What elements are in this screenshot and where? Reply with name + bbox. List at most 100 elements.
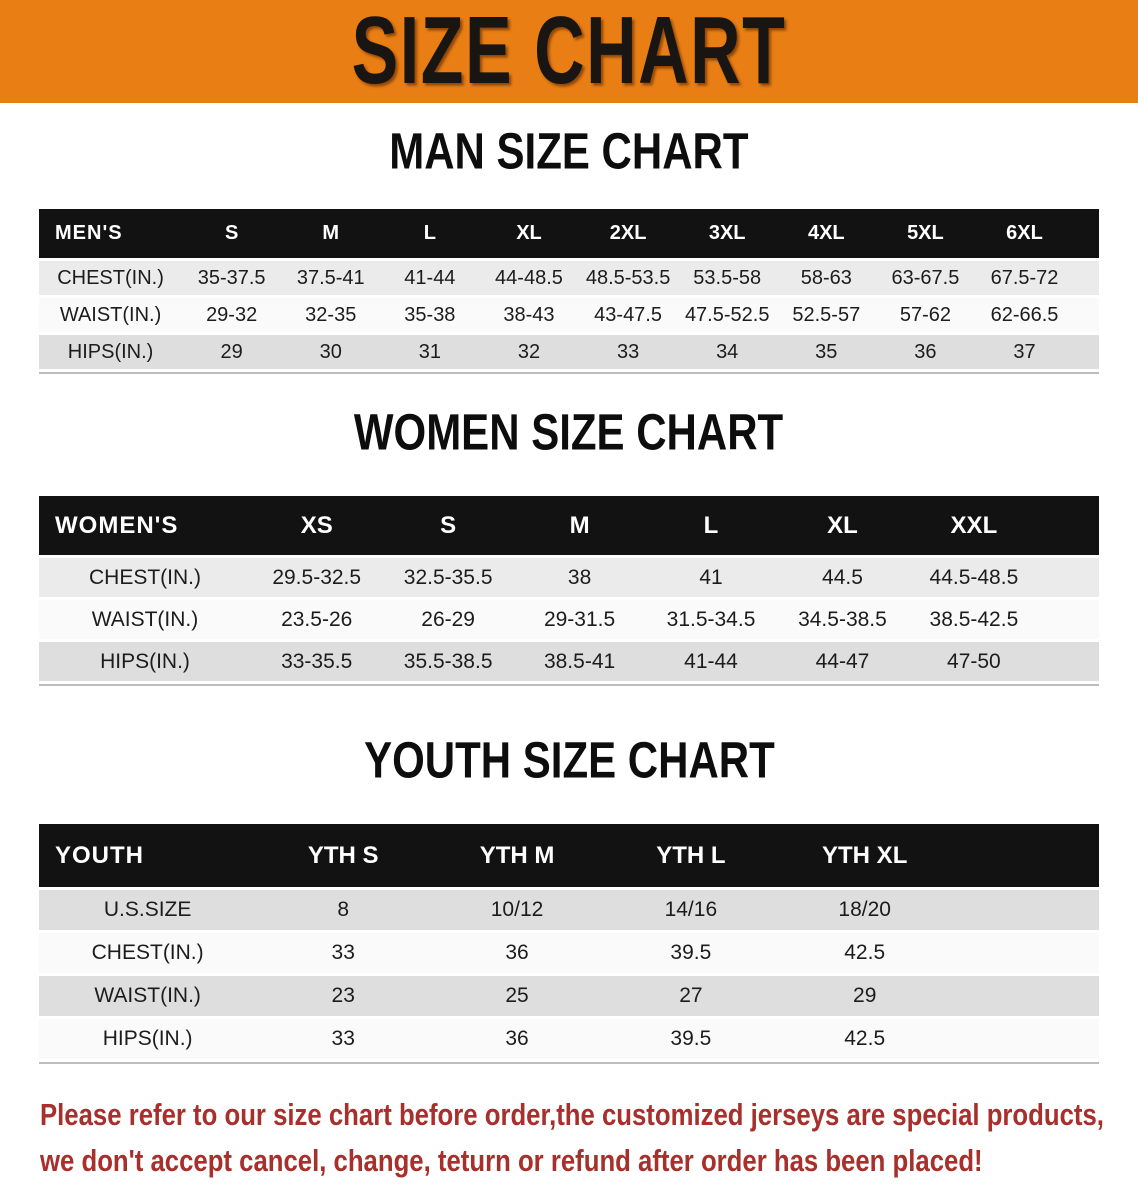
cell-value: 31 (380, 335, 480, 369)
cell-value: 38.5-41 (513, 642, 646, 681)
row-spacer (1074, 261, 1099, 295)
women-size-table: WOMEN'S XS S M L XL XXL CHEST(IN.) 29.5-… (39, 493, 1099, 684)
cell-value: 35.5-38.5 (382, 642, 514, 681)
women-waist-row: WAIST(IN.) 23.5-26 26-29 29-31.5 31.5-34… (39, 600, 1099, 639)
cell-value: 35-37.5 (182, 261, 282, 295)
row-spacer (1074, 298, 1099, 332)
women-chest-row: CHEST(IN.) 29.5-32.5 32.5-35.5 38 41 44.… (39, 558, 1099, 597)
men-size-table-wrap: MEN'S S M L XL 2XL 3XL 4XL 5XL 6XL CHEST… (39, 206, 1099, 374)
women-size-col: S (382, 496, 514, 555)
size-chart-banner: SIZE CHART (0, 0, 1138, 105)
men-section-heading: MAN SIZE CHART (0, 122, 1138, 190)
women-section-heading: WOMEN SIZE CHART (0, 403, 1138, 471)
men-chest-row: CHEST(IN.) 35-37.5 37.5-41 41-44 44-48.5… (39, 261, 1099, 295)
row-label: WAIST(IN.) (39, 298, 183, 332)
row-label: HIPS(IN.) (39, 1019, 257, 1059)
youth-size-table: YOUTH YTH S YTH M YTH L YTH XL U.S.SIZE … (39, 821, 1099, 1062)
cell-value: 53.5-58 (677, 261, 777, 295)
cell-value: 30 (281, 335, 381, 369)
cell-value: 37 (974, 335, 1075, 369)
cell-value: 42.5 (777, 933, 952, 973)
cell-value: 47.5-52.5 (677, 298, 777, 332)
disclaimer-line-2: we don't accept cancel, change, teturn o… (40, 1143, 983, 1178)
men-table-header-row: MEN'S S M L XL 2XL 3XL 4XL 5XL 6XL (39, 209, 1099, 258)
cell-value: 36 (430, 1019, 604, 1059)
cell-value: 23 (256, 976, 431, 1016)
cell-value: 32.5-35.5 (382, 558, 514, 597)
men-size-col: 3XL (677, 209, 777, 258)
men-size-table: MEN'S S M L XL 2XL 3XL 4XL 5XL 6XL CHEST… (39, 206, 1099, 372)
cell-value: 31.5-34.5 (645, 600, 777, 639)
cell-value: 48.5-53.5 (578, 261, 678, 295)
banner-title: SIZE CHART (351, 0, 787, 105)
cell-value: 38-43 (479, 298, 579, 332)
men-table-corner-label: MEN'S (39, 209, 183, 258)
row-label: WAIST(IN.) (39, 600, 251, 639)
cell-value: 38 (513, 558, 646, 597)
cell-value: 42.5 (777, 1019, 952, 1059)
row-label: CHEST(IN.) (39, 933, 257, 973)
row-label: WAIST(IN.) (39, 976, 257, 1016)
men-size-col: XL (479, 209, 579, 258)
youth-hips-row: HIPS(IN.) 33 36 39.5 42.5 (39, 1019, 1099, 1059)
row-spacer (1074, 335, 1099, 369)
row-label: U.S.SIZE (39, 890, 257, 930)
cell-value: 29-32 (182, 298, 282, 332)
cell-value: 44-47 (776, 642, 909, 681)
header-spacer (951, 824, 1099, 887)
cell-value: 52.5-57 (776, 298, 876, 332)
cell-value: 34 (677, 335, 777, 369)
youth-section-heading: YOUTH SIZE CHART (0, 731, 1138, 799)
youth-size-col: YTH L (603, 824, 778, 887)
row-spacer (1039, 600, 1099, 639)
women-size-col: XS (250, 496, 383, 555)
row-label: CHEST(IN.) (39, 558, 251, 597)
cell-value: 32-35 (281, 298, 381, 332)
cell-value: 10/12 (430, 890, 604, 930)
cell-value: 33-35.5 (250, 642, 383, 681)
men-size-col: 6XL (974, 209, 1075, 258)
cell-value: 47-50 (908, 642, 1040, 681)
cell-value: 67.5-72 (974, 261, 1075, 295)
cell-value: 25 (430, 976, 604, 1016)
header-spacer (1039, 496, 1099, 555)
men-size-col: 4XL (776, 209, 876, 258)
cell-value: 36 (430, 933, 604, 973)
youth-chest-row: CHEST(IN.) 33 36 39.5 42.5 (39, 933, 1099, 973)
cell-value: 44.5 (776, 558, 909, 597)
women-hips-row: HIPS(IN.) 33-35.5 35.5-38.5 38.5-41 41-4… (39, 642, 1099, 681)
row-label: HIPS(IN.) (39, 335, 183, 369)
cell-value: 35 (776, 335, 876, 369)
youth-size-col: YTH XL (777, 824, 952, 887)
order-disclaimer: Please refer to our size chart before or… (40, 1092, 1138, 1184)
men-size-col: L (380, 209, 480, 258)
women-size-col: L (645, 496, 777, 555)
cell-value: 34.5-38.5 (776, 600, 909, 639)
row-spacer (1039, 642, 1099, 681)
cell-value: 33 (578, 335, 678, 369)
cell-value: 37.5-41 (281, 261, 381, 295)
cell-value: 58-63 (776, 261, 876, 295)
women-size-col: M (513, 496, 646, 555)
cell-value: 29 (777, 976, 952, 1016)
youth-size-col: YTH M (430, 824, 604, 887)
cell-value: 29-31.5 (513, 600, 646, 639)
men-size-col: 2XL (578, 209, 678, 258)
youth-table-corner-label: YOUTH (39, 824, 257, 887)
women-size-col: XXL (908, 496, 1040, 555)
cell-value: 44.5-48.5 (908, 558, 1040, 597)
cell-value: 32 (479, 335, 579, 369)
header-spacer (1074, 209, 1099, 258)
men-section-heading-text: MAN SIZE CHART (389, 122, 749, 180)
row-label: CHEST(IN.) (39, 261, 183, 295)
cell-value: 57-62 (875, 298, 975, 332)
row-spacer (951, 890, 1099, 930)
cell-value: 41-44 (380, 261, 480, 295)
disclaimer-line-1: Please refer to our size chart before or… (40, 1097, 1104, 1132)
cell-value: 63-67.5 (875, 261, 975, 295)
row-spacer (951, 1019, 1099, 1059)
youth-section-heading-text: YOUTH SIZE CHART (363, 731, 775, 789)
row-spacer (1039, 558, 1099, 597)
women-section-heading-text: WOMEN SIZE CHART (354, 403, 784, 461)
cell-value: 8 (256, 890, 431, 930)
